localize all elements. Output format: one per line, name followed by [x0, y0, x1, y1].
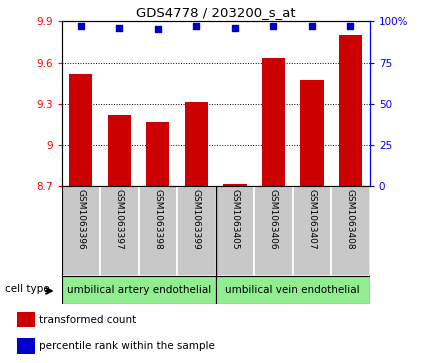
Bar: [62, 186, 100, 276]
Text: GSM1063406: GSM1063406: [269, 189, 278, 250]
Point: [77, 24, 84, 29]
Point: [193, 24, 200, 29]
Text: GSM1063396: GSM1063396: [76, 189, 85, 250]
Bar: [331, 186, 370, 276]
Bar: [215, 186, 254, 276]
Text: cell type: cell type: [5, 284, 50, 294]
Bar: [254, 186, 293, 276]
Bar: [146, 122, 170, 186]
Bar: [177, 186, 215, 276]
Bar: [17, 338, 35, 354]
Text: umbilical artery endothelial: umbilical artery endothelial: [67, 285, 211, 295]
Text: GSM1063397: GSM1063397: [115, 189, 124, 250]
Text: GSM1063408: GSM1063408: [346, 189, 355, 250]
Point: [116, 25, 123, 31]
Bar: [108, 115, 131, 186]
Text: umbilical vein endothelial: umbilical vein endothelial: [225, 285, 360, 295]
Bar: [215, 276, 370, 304]
Point: [155, 26, 162, 32]
Text: GSM1063407: GSM1063407: [307, 189, 317, 250]
Point: [232, 25, 238, 31]
Bar: [17, 312, 35, 327]
Point: [270, 24, 277, 29]
Text: GSM1063405: GSM1063405: [230, 189, 239, 250]
Bar: [262, 58, 285, 186]
Bar: [293, 186, 331, 276]
Title: GDS4778 / 203200_s_at: GDS4778 / 203200_s_at: [136, 6, 295, 19]
Bar: [139, 186, 177, 276]
Bar: [339, 35, 362, 186]
Bar: [69, 74, 92, 186]
Bar: [62, 276, 215, 304]
Text: GSM1063398: GSM1063398: [153, 189, 162, 250]
Point: [309, 24, 315, 29]
Text: transformed count: transformed count: [39, 315, 136, 325]
Bar: [300, 81, 323, 186]
Bar: [185, 102, 208, 186]
Text: GSM1063399: GSM1063399: [192, 189, 201, 250]
Bar: [100, 186, 139, 276]
Text: percentile rank within the sample: percentile rank within the sample: [39, 341, 215, 351]
Bar: [224, 184, 246, 186]
Point: [347, 24, 354, 29]
